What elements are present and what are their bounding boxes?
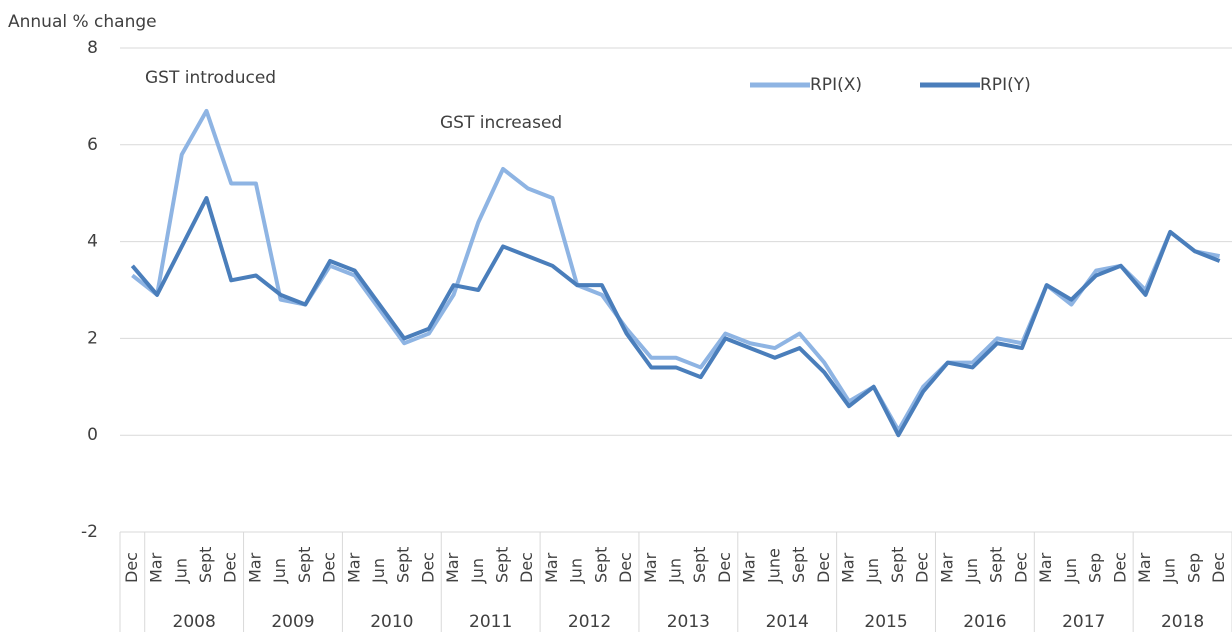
- x-tick-label: Jun: [863, 558, 882, 584]
- x-group-label: 2008: [173, 612, 216, 632]
- x-tick-label: Mar: [1036, 552, 1055, 583]
- x-tick-label: Mar: [147, 552, 166, 583]
- x-tick-label: June: [764, 548, 783, 584]
- x-group-label: 2009: [271, 612, 314, 632]
- x-tick-label: Dec: [814, 552, 833, 583]
- x-group-label: 2010: [370, 612, 413, 632]
- annotation: GST introduced: [145, 68, 276, 88]
- x-tick-label: Dec: [418, 552, 437, 583]
- x-tick-label: Dec: [616, 552, 635, 583]
- x-group-label: 2017: [1062, 612, 1105, 632]
- x-tick-label: Dec: [913, 552, 932, 583]
- y-tick-label: -2: [81, 522, 98, 542]
- x-tick-label: Jun: [468, 558, 487, 584]
- x-tick-label: Mar: [542, 552, 561, 583]
- x-tick-label: Sept: [394, 547, 413, 583]
- x-group-label: 2011: [469, 612, 512, 632]
- x-tick-label: Mar: [344, 552, 363, 583]
- x-tick-label: Mar: [641, 552, 660, 583]
- legend-label: RPI(Y): [980, 75, 1031, 95]
- line-series: [131, 108, 1221, 433]
- x-tick-label: Dec: [221, 552, 240, 583]
- x-tick-label: Mar: [740, 552, 759, 583]
- x-tick-label: Mar: [838, 552, 857, 583]
- x-tick-label: Jun: [567, 558, 586, 584]
- x-tick-label: Sept: [295, 547, 314, 583]
- x-tick-label: Dec: [517, 552, 536, 583]
- annotation: GST increased: [440, 113, 562, 133]
- x-tick-label: Jun: [171, 558, 190, 584]
- x-tick-label: Dec: [122, 552, 141, 583]
- x-group-label: 2015: [864, 612, 907, 632]
- x-tick-label: Mar: [245, 552, 264, 583]
- x-tick-label: Sept: [987, 547, 1006, 583]
- x-tick-label: Dec: [1110, 552, 1129, 583]
- legend-label: RPI(X): [810, 75, 862, 95]
- x-tick-label: Sep: [1184, 553, 1203, 583]
- x-tick-label: Sept: [196, 547, 215, 583]
- y-tick-label: 4: [87, 232, 98, 252]
- x-tick-label: Dec: [1209, 552, 1228, 583]
- x-group-label: 2016: [963, 612, 1006, 632]
- x-tick-label: Jun: [1160, 558, 1179, 584]
- x-tick-label: Sep: [1086, 553, 1105, 583]
- x-group-label: 2012: [568, 612, 611, 632]
- x-tick-label: Jun: [270, 558, 289, 584]
- x-group-label: 2018: [1161, 612, 1204, 632]
- x-tick-label: Sept: [493, 547, 512, 583]
- x-tick-label: Jun: [1061, 558, 1080, 584]
- x-tick-label: Jun: [962, 558, 981, 584]
- x-tick-label: Dec: [1011, 552, 1030, 583]
- x-tick-label: Sept: [690, 547, 709, 583]
- y-tick-label: 8: [87, 38, 98, 58]
- x-group-label: 2013: [667, 612, 710, 632]
- y-tick-label: 6: [87, 135, 98, 155]
- y-axis-label: Annual % change: [8, 12, 157, 32]
- x-group-label: 2014: [766, 612, 809, 632]
- y-tick-label: 0: [87, 425, 98, 445]
- x-tick-label: Mar: [937, 552, 956, 583]
- line-series: [130, 196, 1221, 438]
- x-tick-label: Mar: [1135, 552, 1154, 583]
- x-tick-label: Sept: [591, 547, 610, 583]
- x-tick-label: Dec: [715, 552, 734, 583]
- x-tick-label: Dec: [320, 552, 339, 583]
- x-tick-label: Mar: [443, 552, 462, 583]
- y-tick-label: 2: [87, 328, 98, 348]
- x-tick-label: Sept: [789, 547, 808, 583]
- x-tick-label: Jun: [666, 558, 685, 584]
- x-tick-label: Sept: [888, 547, 907, 583]
- x-tick-label: Jun: [369, 558, 388, 584]
